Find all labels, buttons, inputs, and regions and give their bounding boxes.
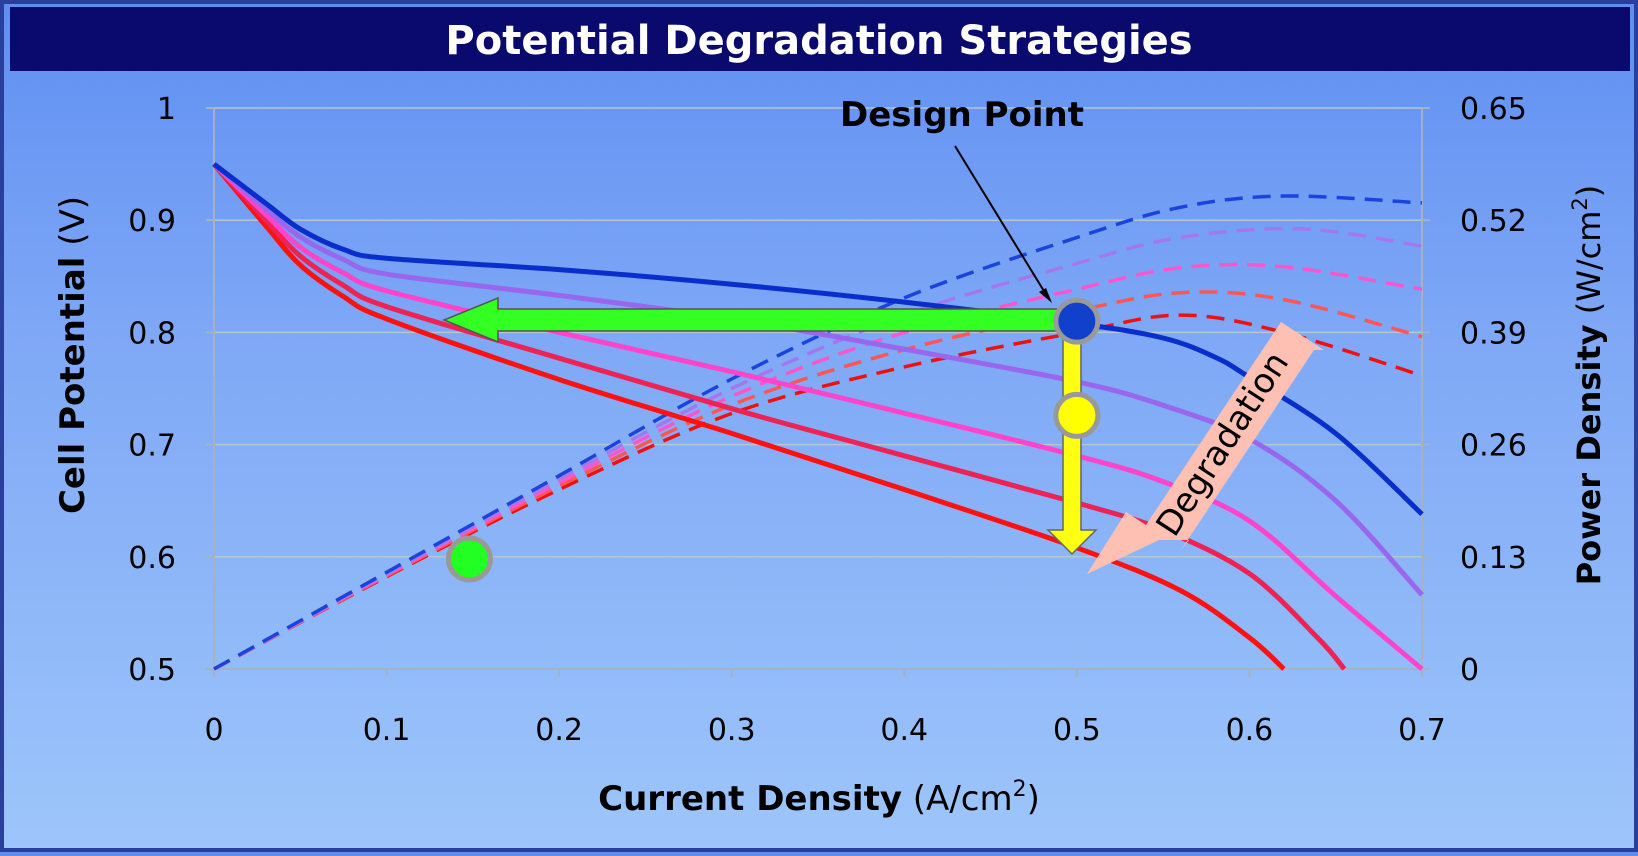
design-point-pointer-head: [1039, 288, 1052, 303]
y2-tick-labels: 0 0.13 0.26 0.39 0.52 0.65: [1460, 92, 1527, 688]
cell-potential-line: [212, 162, 1424, 671]
y2-tick-label: 0.52: [1460, 204, 1527, 239]
degradation-arrow: [1087, 322, 1324, 574]
yellow-marker: [1053, 391, 1101, 439]
x-axis-title: Current Density (A/cm2): [598, 777, 1040, 819]
y-tick-label: 0.7: [128, 429, 176, 464]
x-tick-label: 0.7: [1398, 713, 1446, 748]
x-tick-label: 0.1: [363, 713, 411, 748]
cell-potential-line: [212, 162, 1347, 671]
y-tick-label: 0.9: [128, 204, 176, 239]
y2-tick-label: 0: [1460, 653, 1479, 688]
design-point-label: Design Point: [840, 95, 1084, 135]
markers: [445, 297, 1101, 583]
x-tick-label: 0: [204, 713, 223, 748]
y-axis-title: Cell Potential (V): [53, 196, 93, 514]
y-tick-labels: 0.5 0.6 0.7 0.8 0.9 1: [128, 92, 176, 688]
x-tick-label: 0.6: [1226, 713, 1274, 748]
yellow-arrow: [1046, 329, 1098, 556]
chart-title: Potential Degradation Strategies: [445, 18, 1192, 64]
y2-tick-label: 0.26: [1460, 429, 1527, 464]
x-tick-label: 0.3: [708, 713, 756, 748]
title-bar: [10, 7, 1630, 71]
x-tick-label: 0.2: [535, 713, 583, 748]
x-tick-labels: 0 0.1 0.2 0.3 0.4 0.5 0.6 0.7: [204, 713, 1445, 748]
y2-tick-label: 0.13: [1460, 541, 1527, 576]
x-tick-label: 0.4: [880, 713, 928, 748]
cell-potential-line: [212, 162, 1286, 671]
x-tick-label: 0.5: [1053, 713, 1101, 748]
design-point-pointer: [954, 145, 1048, 297]
y-tick-label: 0.5: [128, 653, 176, 688]
y-tick-label: 0.6: [128, 541, 176, 576]
green-marker: [445, 535, 493, 583]
design-point-marker: [1053, 297, 1101, 345]
power-density-line: [213, 313, 1423, 671]
green-arrow: [442, 296, 1073, 344]
axes: [206, 107, 1430, 677]
power-density-series: [213, 194, 1423, 671]
y2-tick-label: 0.65: [1460, 92, 1527, 127]
y-tick-label: 1: [157, 92, 176, 127]
y-tick-label: 0.8: [128, 316, 176, 351]
power-density-line: [213, 194, 1423, 671]
y2-tick-label: 0.39: [1460, 316, 1527, 351]
y2-axis-title: Power Density (W/cm2): [1568, 185, 1608, 586]
